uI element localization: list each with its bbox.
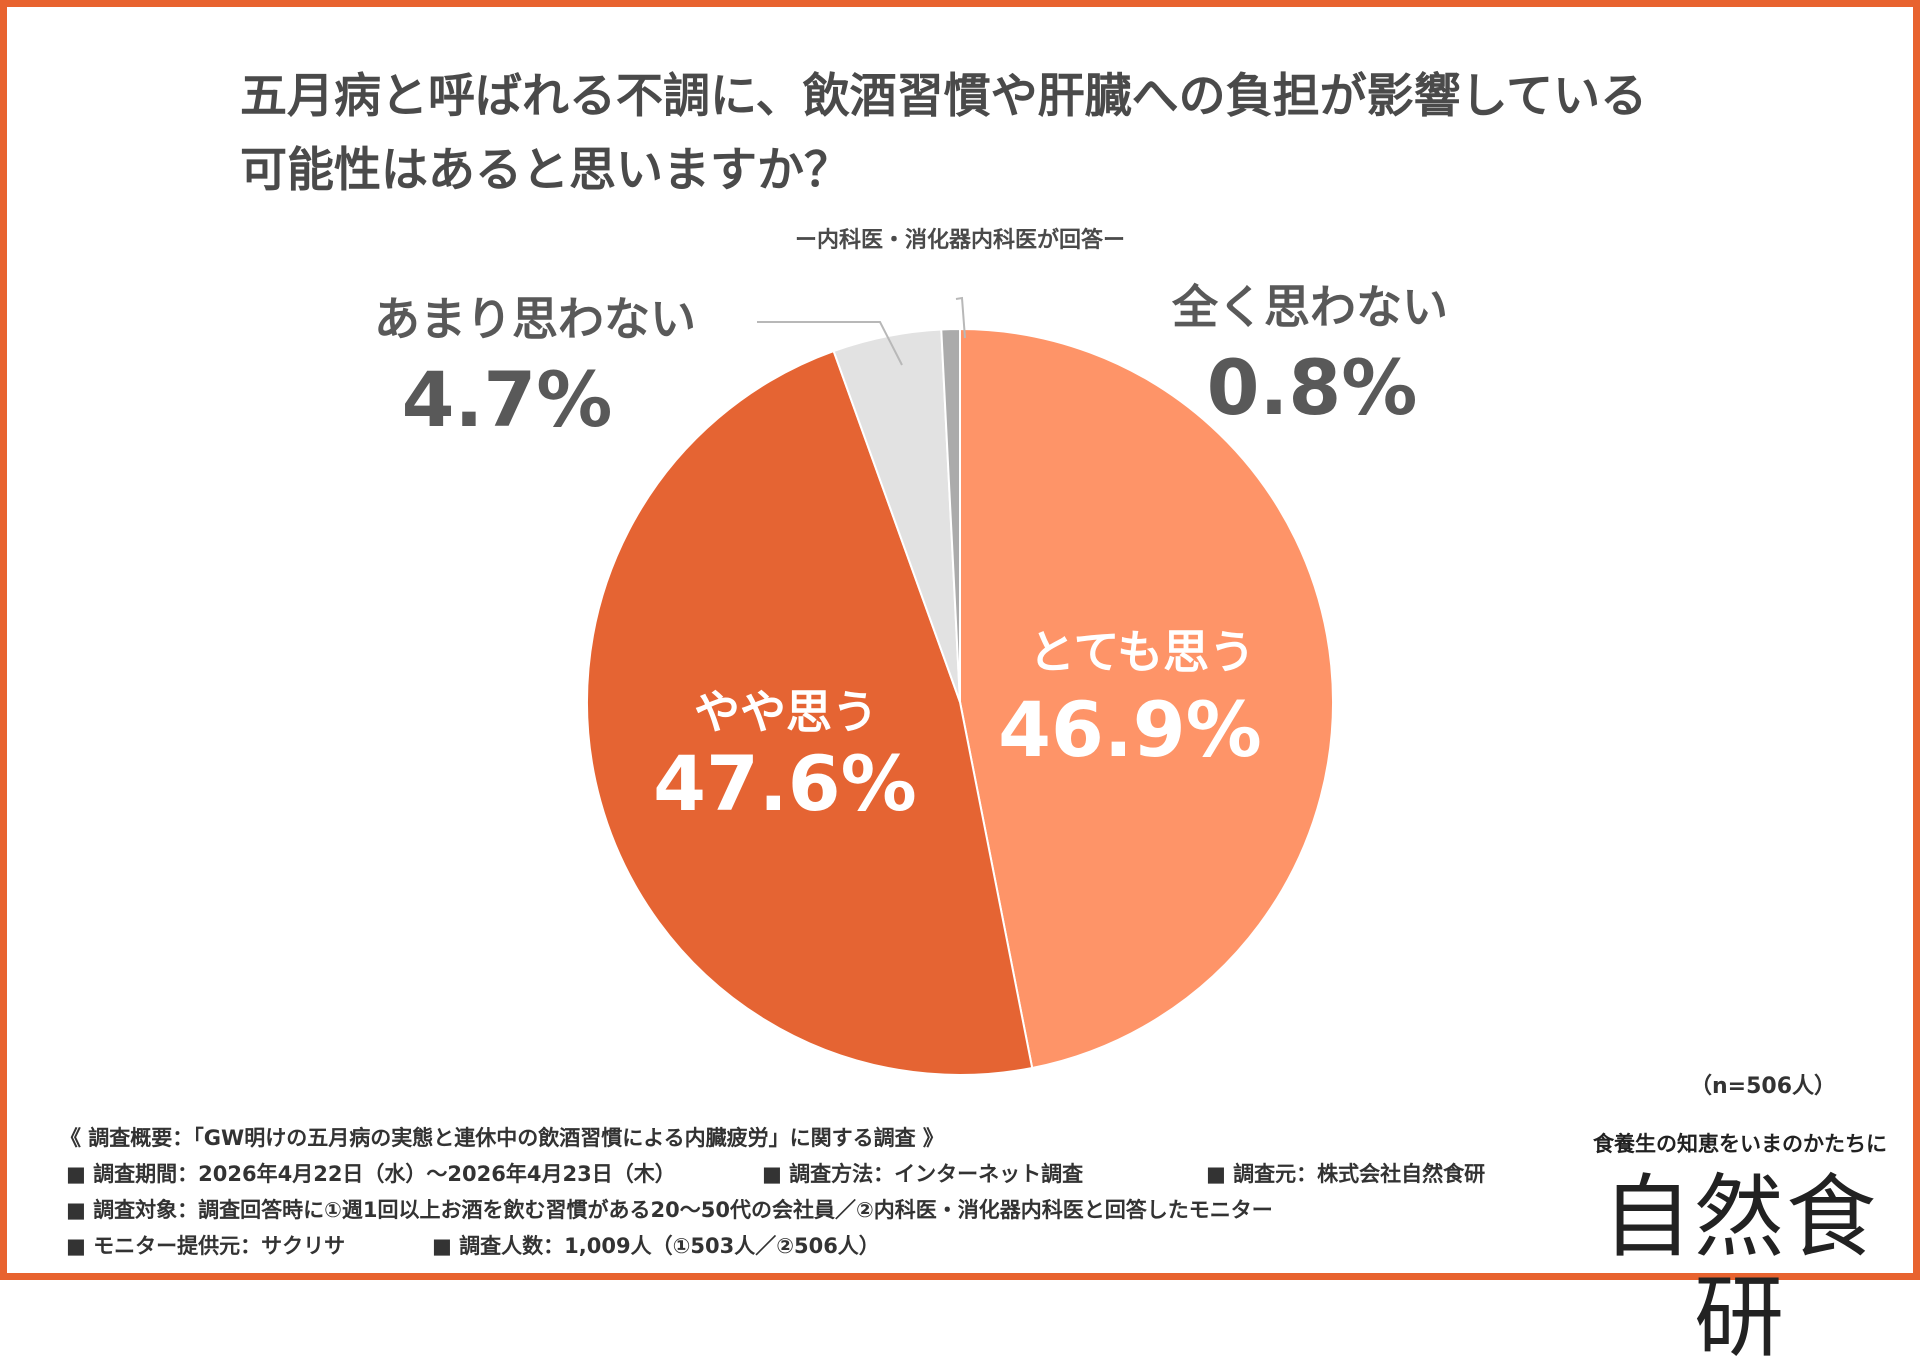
chart-subtitle: ー内科医・消化器内科医が回答ー [794,228,1125,253]
brand-tagline: 食養生の知恵をいまのかたちに [1593,1132,1887,1156]
survey-period: ■ 調査期間：2026年4月22日（水）～2026年4月23日（木） [66,1162,676,1186]
title-line-1: 五月病と呼ばれる不調に、飲酒習慣や肝臓への負担が影響している [240,69,1648,124]
slice-label-name: あまり思わない [374,292,696,346]
sample-size: （n=506人） [1690,1074,1837,1099]
slice-label-value: 4.7% [402,355,613,444]
survey-method: ■ 調査方法：インターネット調査 [762,1162,1084,1186]
survey-overview: 《 調査概要：「GW明けの五月病の実態と連休中の飲酒習慣による内臓疲労」に関する… [60,1120,1540,1264]
chart-title: 五月病と呼ばれる不調に、飲酒習慣や肝臓への負担が影響している 可能性はあると思い… [240,60,1740,208]
leader-line-not-at-all [955,296,966,339]
slice-label-value: 47.6% [653,739,917,828]
slice-label-value: 46.9% [998,685,1262,774]
pie-slice [586,349,1034,1076]
pie-slice [959,327,1334,1070]
brand-logo: 食養生の知恵をいまのかたちに 自然食研 [1580,1128,1900,1368]
pie-chart: とても思う 46.9% やや思う 47.6% あまり思わない 4.7% 全く思わ… [374,280,1448,1076]
slice-label-name: やや思う [694,685,878,739]
survey-monitor: ■ モニター提供元：サクリサ [66,1234,346,1258]
pie-slices [586,327,1334,1076]
slice-label-value: 0.8% [1207,343,1418,432]
title-line-2: 可能性はあると思いますか？ [240,143,851,198]
survey-title: 《 調査概要：「GW明けの五月病の実態と連休中の飲酒習慣による内臓疲労」に関する… [60,1126,944,1150]
slice-label-name: とても思う [1029,625,1255,679]
slice-label-name: 全く思わない [1171,280,1448,334]
chart-frame [0,0,1920,1280]
leader-lines [757,296,966,366]
survey-source: ■ 調査元：株式会社自然食研 [1206,1162,1486,1186]
survey-count: ■ 調査人数：1,009人（①503人／②506人） [432,1234,880,1258]
slice-labels: とても思う 46.9% やや思う 47.6% あまり思わない 4.7% 全く思わ… [374,280,1448,828]
survey-target: ■ 調査対象：調査回答時に①週1回以上お酒を飲む習慣がある20～50代の会社員／… [66,1198,1273,1222]
leader-line-not-much [757,321,903,366]
pie-slice [940,327,961,703]
brand-name: 自然食研 [1602,1165,1878,1370]
